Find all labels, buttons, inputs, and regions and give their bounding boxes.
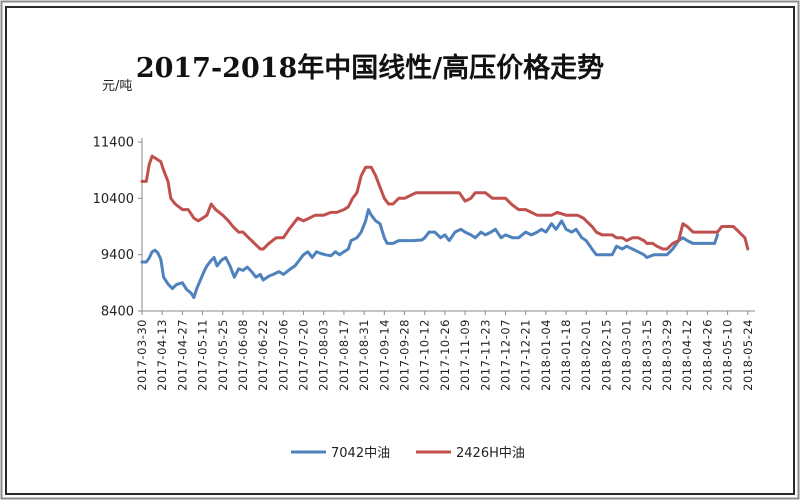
x-tick-label: 2018-03-15 bbox=[640, 319, 654, 391]
x-tick-label: 2018-03-29 bbox=[660, 319, 674, 391]
series-layer bbox=[140, 154, 750, 299]
x-tick-label: 2017-08-03 bbox=[317, 319, 331, 391]
x-tick-label: 2017-10-26 bbox=[438, 319, 452, 391]
x-tick-label: 2018-01-18 bbox=[559, 319, 573, 391]
x-tick-label: 2018-02-01 bbox=[579, 319, 593, 391]
x-tick-label: 2017-07-20 bbox=[297, 319, 311, 391]
x-tick-label: 2017-12-21 bbox=[519, 319, 533, 391]
y-axis: 8400 9400 10400 11400 bbox=[93, 136, 143, 320]
series-line-2 bbox=[140, 154, 750, 251]
x-tick-label: 2017-08-31 bbox=[357, 319, 371, 391]
y-tick-label: 9400 bbox=[101, 248, 134, 263]
x-tick-label: 2017-04-27 bbox=[175, 319, 189, 391]
x-tick-label: 2018-05-10 bbox=[721, 319, 735, 391]
x-tick-label: 2017-11-09 bbox=[458, 319, 472, 391]
x-tick-label: 2017-11-23 bbox=[478, 319, 492, 391]
x-tick-label: 2017-03-30 bbox=[135, 319, 149, 391]
x-tick-label: 2017-07-06 bbox=[276, 319, 290, 391]
legend-label-2: 2426H中油 bbox=[456, 446, 525, 461]
y-axis-unit-label: 元/吨 bbox=[102, 79, 132, 94]
x-tick-label: 2018-04-12 bbox=[680, 319, 694, 391]
x-tick-label: 2017-06-08 bbox=[236, 319, 250, 391]
x-tick-label: 2017-05-25 bbox=[216, 319, 230, 391]
legend-label-1: 7042中油 bbox=[331, 446, 390, 461]
x-tick-label: 2017-12-07 bbox=[498, 319, 512, 391]
chart-title: 2017-2018年中国线性/高压价格走势 bbox=[136, 52, 604, 84]
y-tick-label: 10400 bbox=[93, 192, 134, 207]
chart-inner-border bbox=[5, 6, 795, 495]
series-line-1 bbox=[140, 208, 719, 299]
x-tick-label: 2018-03-01 bbox=[620, 319, 634, 391]
x-tick-label: 2017-09-28 bbox=[398, 319, 412, 391]
y-tick-label: 11400 bbox=[93, 136, 134, 151]
legend: 7042中油 2426H中油 bbox=[291, 446, 525, 461]
x-tick-label: 2018-04-26 bbox=[700, 319, 714, 391]
x-tick-label: 2017-04-13 bbox=[155, 319, 169, 391]
x-tick-label: 2017-05-11 bbox=[196, 319, 210, 391]
x-tick-label: 2018-02-15 bbox=[599, 319, 613, 391]
x-tick-label: 2018-01-04 bbox=[539, 319, 553, 391]
x-tick-label: 2017-09-14 bbox=[377, 319, 391, 391]
x-tick-label: 2017-10-12 bbox=[418, 319, 432, 391]
x-tick-label: 2017-08-17 bbox=[337, 319, 351, 391]
x-tick-label: 2017-06-22 bbox=[256, 319, 270, 391]
x-tick-label: 2018-05-24 bbox=[741, 319, 755, 391]
y-tick-label: 8400 bbox=[101, 305, 134, 320]
x-axis: 2017-03-30 2017-04-13 2017-04-27 2017-05-11… bbox=[135, 310, 755, 391]
